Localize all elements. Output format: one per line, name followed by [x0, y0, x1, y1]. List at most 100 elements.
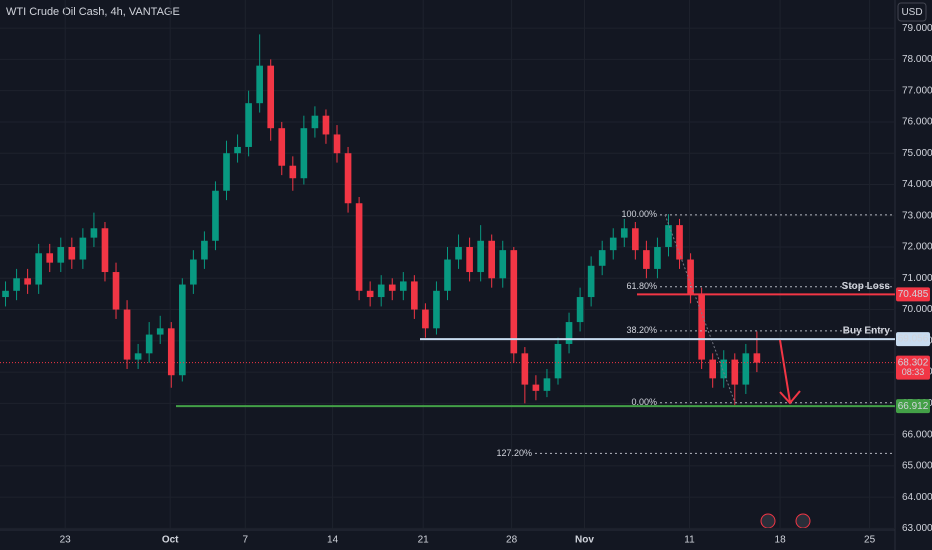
price-tag — [896, 332, 930, 347]
candle-body — [90, 228, 98, 238]
candle-body — [366, 290, 374, 298]
candle-body — [720, 359, 728, 379]
candle-body — [455, 247, 462, 260]
candle-body — [112, 272, 120, 310]
candle-body — [598, 250, 606, 266]
level-name: Stop Loss — [842, 281, 891, 292]
candle-body — [521, 353, 529, 385]
candle-body — [576, 297, 584, 323]
price-tag-label: 66.912 — [898, 401, 929, 412]
y-tick-label: 74.000 — [902, 179, 932, 190]
candle-body — [532, 384, 540, 391]
candle-body — [35, 253, 42, 285]
candle-body — [13, 278, 20, 291]
x-tick-label: 28 — [506, 535, 518, 546]
candle-body — [444, 259, 451, 291]
y-tick-label: 66.000 — [902, 429, 932, 440]
candle-body — [654, 247, 661, 269]
fib-label: 61.80% — [626, 281, 657, 291]
x-tick-label: 23 — [60, 535, 72, 546]
candle-body — [687, 259, 694, 294]
candle-body — [24, 278, 31, 285]
candle-body — [267, 65, 275, 129]
candle-body — [245, 103, 252, 147]
candle-body — [609, 237, 617, 251]
chart-title: WTI Crude Oil Cash, 4h, VANTAGE — [6, 6, 180, 18]
candle-body — [201, 240, 208, 260]
candle-body — [311, 115, 319, 129]
candle-body — [46, 253, 54, 263]
y-tick-label: 72.000 — [902, 242, 932, 253]
event-icon[interactable] — [760, 513, 776, 529]
candle-body — [377, 284, 385, 298]
candle-body — [543, 378, 551, 391]
candle-body — [488, 240, 496, 279]
price-tag-label: 69.056 — [898, 334, 929, 345]
candle-body — [620, 228, 628, 238]
candle-body — [57, 247, 65, 263]
countdown: 08:33 — [902, 367, 925, 377]
candle-body — [2, 290, 9, 298]
x-tick-label: 25 — [864, 535, 876, 546]
candle-body — [68, 247, 76, 260]
currency-label[interactable]: USD — [901, 7, 922, 18]
candle-body — [223, 153, 230, 191]
last-price-label: 68.302 — [898, 357, 929, 368]
candle-body — [422, 309, 429, 329]
candle-body — [322, 115, 330, 135]
candle-body — [554, 343, 562, 379]
candle-body — [190, 259, 197, 285]
candle-body — [300, 128, 308, 179]
y-tick-label: 78.000 — [902, 54, 932, 65]
price-tag-label: 70.485 — [898, 289, 929, 300]
candle-body — [355, 203, 363, 291]
x-tick-label: Nov — [575, 535, 594, 546]
price-tag — [896, 287, 930, 302]
candle-body — [123, 309, 131, 360]
y-tick-label: 77.000 — [902, 85, 932, 96]
candle-body — [344, 153, 352, 204]
x-tick-label: Oct — [162, 535, 179, 546]
candle-body — [388, 284, 396, 291]
currency-button[interactable] — [897, 2, 927, 22]
x-tick-label: 11 — [684, 535, 695, 546]
y-tick-label: 71.000 — [902, 273, 932, 284]
candle-body — [145, 334, 153, 354]
y-tick-label: 64.000 — [902, 492, 932, 503]
candle-body — [510, 250, 518, 354]
candle-body — [399, 281, 407, 291]
candle-body — [333, 134, 341, 154]
x-tick-label: 18 — [775, 535, 787, 546]
candle-body — [587, 265, 595, 298]
candle-body — [466, 247, 473, 273]
candle-body — [101, 228, 109, 273]
y-tick-label: 76.000 — [902, 117, 932, 128]
arrow-head — [779, 390, 801, 405]
candle-body — [565, 322, 573, 344]
candle-body — [643, 250, 650, 269]
candle-body — [289, 165, 297, 179]
candle-body — [676, 225, 683, 260]
candle-body — [753, 353, 761, 363]
y-tick-label: 73.000 — [902, 210, 932, 221]
candle-body — [477, 240, 484, 273]
candle-body — [278, 128, 286, 166]
candle-body — [731, 359, 739, 385]
fib-label: 38.20% — [626, 325, 657, 335]
event-icon[interactable] — [795, 513, 811, 529]
last-price-tag — [896, 355, 930, 380]
candle-body — [665, 225, 672, 248]
fib-trend — [664, 214, 736, 403]
y-tick-label: 63.000 — [902, 523, 932, 534]
x-tick-label: 21 — [418, 535, 430, 546]
x-tick-label: 7 — [243, 535, 249, 546]
level-name: Buy Entry — [843, 326, 891, 337]
candle-body — [156, 328, 164, 335]
candle-body — [212, 190, 219, 241]
candle-body — [433, 290, 440, 329]
candle-body — [698, 293, 705, 360]
fib-label: 100.00% — [621, 209, 657, 219]
candle-body — [134, 353, 142, 360]
